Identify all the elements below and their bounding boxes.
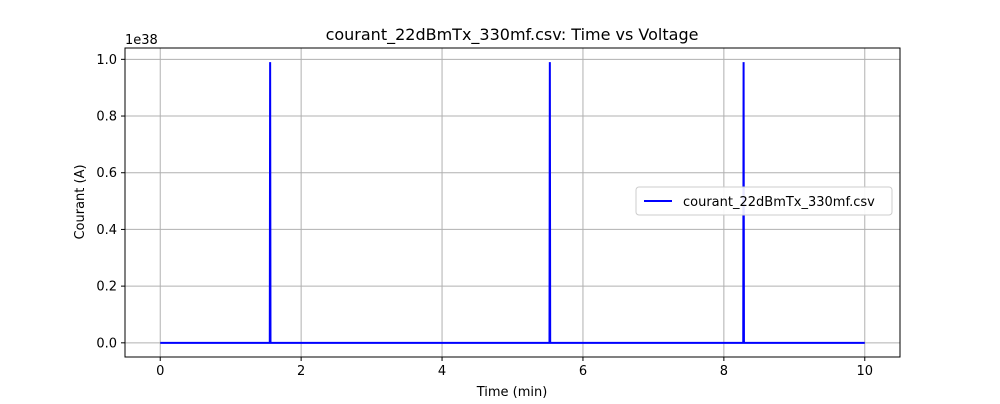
legend-box [635,186,893,216]
y-tick-label: 0.4 [96,223,117,238]
x-tick-label: 4 [438,364,446,379]
x-axis-label: Time (min) [476,385,548,400]
data-layer [160,62,865,344]
y-tick-label: 0.8 [96,110,117,125]
y-offset-text: 1e38 [125,33,158,48]
plot-frame [124,47,901,358]
y-tick-label: 0.6 [96,166,117,181]
legend: courant_22dBmTx_330mf.csv [635,186,893,216]
y-tick-label: 1.0 [96,53,117,68]
x-tick-label: 10 [856,364,873,379]
x-tick-label: 0 [156,364,164,379]
series-line-0 [160,62,865,344]
tick-layer: 0 2 4 6 8 10 0.0 0.2 0.4 0.6 0.8 1.0 [96,53,873,379]
y-tick-label: 0.0 [96,336,117,351]
chart-title: courant_22dBmTx_330mf.csv: Time vs Volta… [326,25,699,45]
y-tick-label: 0.2 [96,280,117,295]
y-axis-label: Courant (A) [73,164,88,239]
legend-label: courant_22dBmTx_330mf.csv [683,195,875,210]
x-tick-label: 6 [579,364,587,379]
x-tick-label: 2 [297,364,305,379]
x-tick-label: 8 [720,364,728,379]
